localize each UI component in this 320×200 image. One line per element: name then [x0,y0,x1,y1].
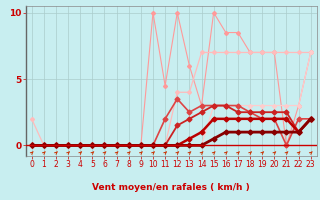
X-axis label: Vent moyen/en rafales ( km/h ): Vent moyen/en rafales ( km/h ) [92,183,250,192]
